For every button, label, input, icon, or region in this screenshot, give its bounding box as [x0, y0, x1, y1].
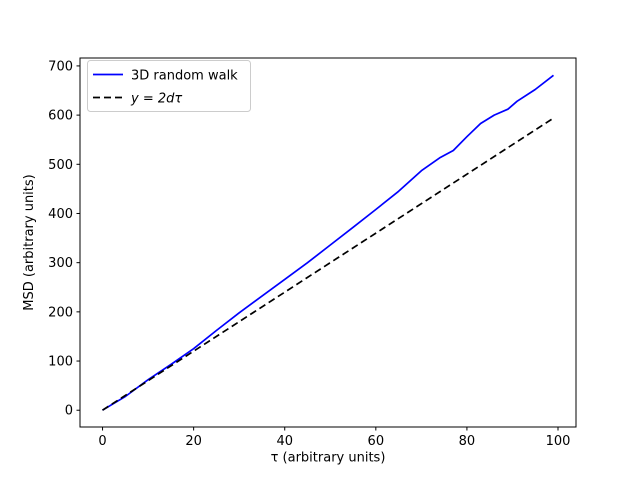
y-axis-label: MSD (arbitrary units) — [22, 174, 37, 310]
y-tick-label: 400 — [48, 207, 73, 222]
x-tick-label: 40 — [276, 434, 293, 449]
y-tick-label: 200 — [48, 305, 73, 320]
series-line-0 — [102, 74, 555, 411]
y-tick-label: 0 — [65, 404, 73, 419]
x-axis-label: τ (arbitrary units) — [271, 451, 386, 466]
series-line-1 — [102, 117, 554, 411]
x-tick-label: 60 — [368, 434, 385, 449]
plot-area — [80, 58, 576, 427]
x-tick-label: 20 — [185, 434, 202, 449]
legend-frame — [87, 60, 251, 112]
x-tick-label: 0 — [98, 434, 106, 449]
y-axis-ticks: 0 100 200 300 400 500 600 700 — [48, 59, 80, 419]
x-tick-label: 100 — [546, 434, 571, 449]
y-tick-label: 100 — [48, 355, 73, 370]
legend-label-random-walk: 3D random walk — [131, 69, 238, 84]
x-axis-ticks: 0 20 40 60 80 100 — [98, 427, 570, 449]
legend: 3D random walk y = 2dτ — [87, 60, 251, 112]
y-tick-label: 700 — [48, 59, 73, 74]
legend-label-theory: y = 2dτ — [130, 92, 182, 107]
series-lines — [102, 74, 555, 411]
y-tick-label: 300 — [48, 256, 73, 271]
y-tick-label: 500 — [48, 158, 73, 173]
y-tick-label: 600 — [48, 109, 73, 124]
axes-border — [79, 57, 577, 428]
x-tick-label: 80 — [459, 434, 476, 449]
